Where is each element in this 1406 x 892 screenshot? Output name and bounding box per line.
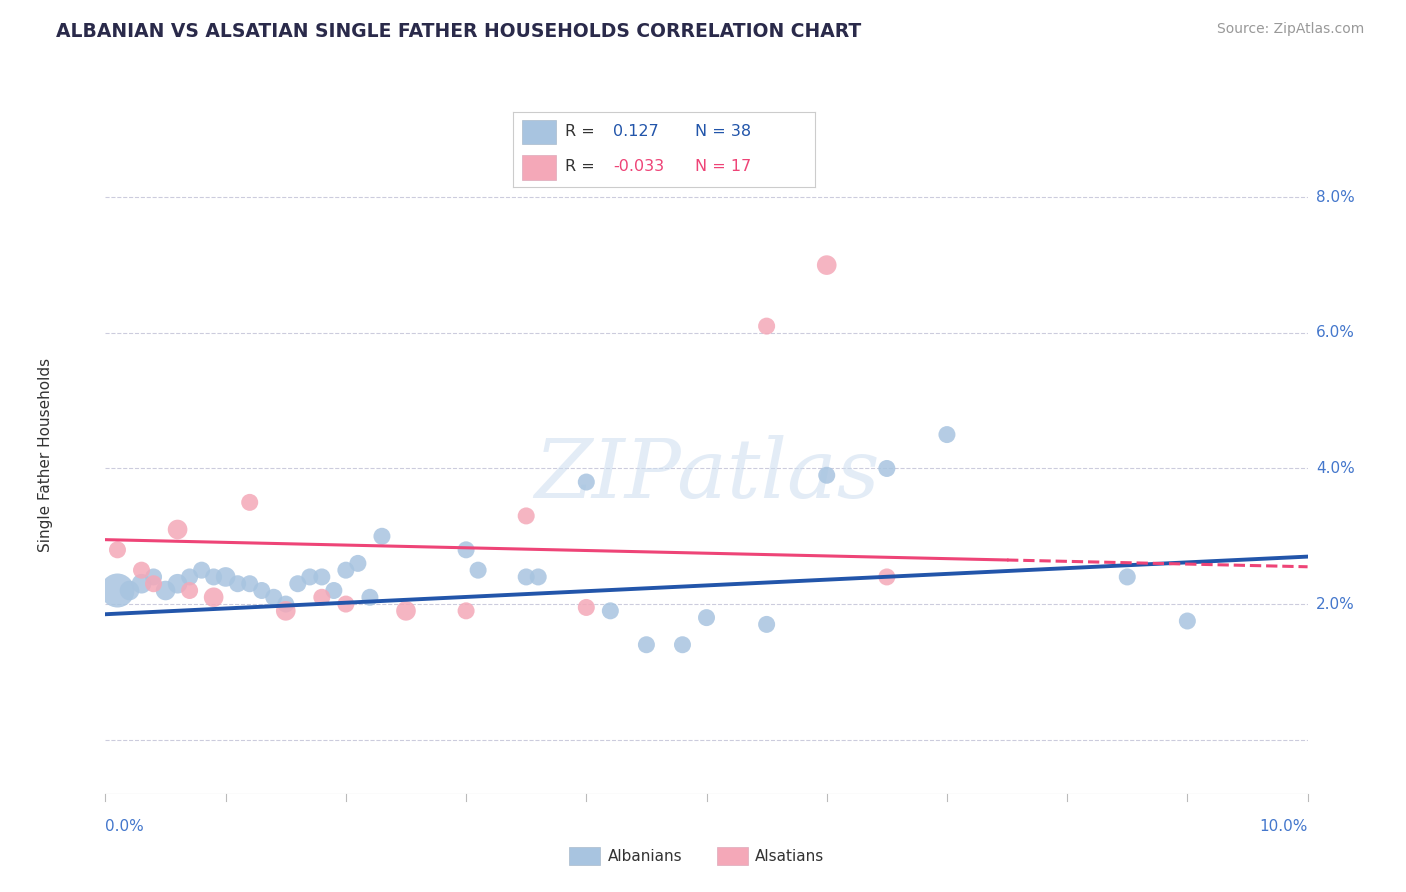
Point: [454, 542, 477, 557]
Point: [274, 604, 297, 618]
Point: [287, 576, 309, 591]
Point: [527, 570, 550, 584]
Point: [936, 427, 959, 442]
Point: [347, 557, 370, 571]
Point: [815, 468, 838, 483]
Point: [1116, 570, 1139, 584]
Bar: [522, 120, 555, 145]
Point: [515, 570, 537, 584]
Point: [166, 576, 188, 591]
Point: [454, 604, 477, 618]
Text: R =: R =: [565, 159, 595, 174]
Text: ZIPatlas: ZIPatlas: [534, 435, 879, 516]
Point: [335, 563, 357, 577]
Point: [142, 570, 165, 584]
Point: [263, 591, 285, 605]
Point: [876, 570, 898, 584]
Point: [395, 604, 418, 618]
Point: [107, 542, 129, 557]
Text: 8.0%: 8.0%: [1316, 190, 1354, 205]
Point: [311, 591, 333, 605]
Text: Single Father Households: Single Father Households: [38, 358, 53, 552]
Point: [876, 461, 898, 475]
Point: [636, 638, 658, 652]
Point: [179, 570, 201, 584]
Point: [179, 583, 201, 598]
Text: N = 38: N = 38: [695, 125, 751, 139]
Point: [239, 576, 262, 591]
Point: [671, 638, 693, 652]
Point: [755, 617, 778, 632]
Point: [118, 583, 141, 598]
Point: [190, 563, 212, 577]
Text: 0.127: 0.127: [613, 125, 658, 139]
Text: 6.0%: 6.0%: [1316, 326, 1355, 341]
Bar: [522, 155, 555, 179]
Point: [311, 570, 333, 584]
Text: N = 17: N = 17: [695, 159, 751, 174]
Point: [202, 591, 225, 605]
Point: [335, 597, 357, 611]
Point: [815, 258, 838, 272]
Point: [575, 475, 598, 489]
Point: [467, 563, 489, 577]
Text: Source: ZipAtlas.com: Source: ZipAtlas.com: [1216, 22, 1364, 37]
Point: [575, 600, 598, 615]
Point: [696, 610, 718, 624]
Point: [214, 570, 236, 584]
Point: [250, 583, 273, 598]
Point: [359, 591, 381, 605]
Point: [107, 583, 129, 598]
Text: 4.0%: 4.0%: [1316, 461, 1354, 476]
Text: R =: R =: [565, 125, 595, 139]
Point: [131, 563, 153, 577]
Point: [755, 319, 778, 334]
Point: [599, 604, 621, 618]
Point: [1175, 614, 1198, 628]
Point: [298, 570, 321, 584]
Text: ALBANIAN VS ALSATIAN SINGLE FATHER HOUSEHOLDS CORRELATION CHART: ALBANIAN VS ALSATIAN SINGLE FATHER HOUSE…: [56, 22, 862, 41]
Text: Albanians: Albanians: [607, 849, 682, 863]
Text: Alsatians: Alsatians: [755, 849, 824, 863]
Point: [131, 576, 153, 591]
Point: [166, 523, 188, 537]
Text: 2.0%: 2.0%: [1316, 597, 1354, 612]
Point: [155, 583, 177, 598]
Point: [226, 576, 249, 591]
Point: [274, 597, 297, 611]
Point: [202, 570, 225, 584]
Text: 0.0%: 0.0%: [105, 819, 145, 834]
Point: [515, 508, 537, 523]
Point: [239, 495, 262, 509]
Text: -0.033: -0.033: [613, 159, 664, 174]
Point: [371, 529, 394, 543]
Text: 10.0%: 10.0%: [1260, 819, 1308, 834]
Point: [322, 583, 344, 598]
Point: [142, 576, 165, 591]
